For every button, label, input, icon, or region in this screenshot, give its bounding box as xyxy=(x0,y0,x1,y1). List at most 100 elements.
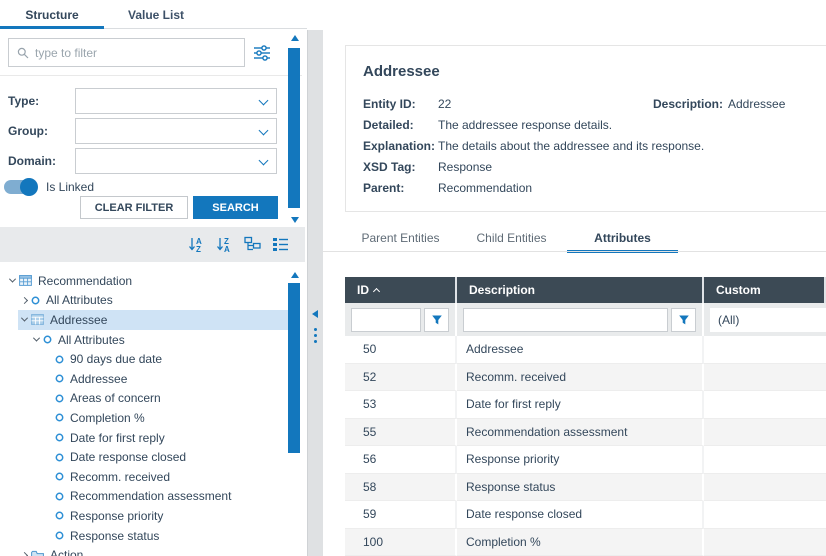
divider xyxy=(323,251,826,252)
column-header[interactable]: Description xyxy=(457,277,704,303)
left-panel-tab[interactable]: Value List xyxy=(104,0,208,28)
is-linked-label: Is Linked xyxy=(46,180,95,194)
detail-fields-right: Description: Addressee xyxy=(653,98,785,119)
tree-item[interactable]: Date response closed xyxy=(42,447,307,467)
cell-id: 100 xyxy=(345,528,457,556)
detail-field-row: Description: Addressee xyxy=(653,98,785,111)
scroll-down-icon[interactable] xyxy=(291,217,299,223)
tree-scrollbar[interactable] xyxy=(288,271,302,556)
tree-expand-icon[interactable] xyxy=(18,315,31,323)
custom-filter-select[interactable]: (All) xyxy=(710,307,826,332)
tree-item[interactable]: Addressee xyxy=(18,310,295,330)
tree-item[interactable]: Areas of concern xyxy=(42,389,307,409)
collapse-panel-icon[interactable] xyxy=(312,310,318,318)
column-header[interactable]: Custom xyxy=(704,277,826,303)
tree-expand-icon[interactable] xyxy=(18,551,31,556)
attribute-circle-icon xyxy=(55,394,64,403)
sort-asc-icon[interactable]: A Z xyxy=(188,236,205,253)
attribute-circle-icon xyxy=(55,511,64,520)
detail-tab[interactable]: Child Entities xyxy=(456,224,567,252)
cell-custom xyxy=(704,391,826,419)
sort-desc-icon[interactable]: Z A xyxy=(216,236,233,253)
tree-item[interactable]: All Attributes xyxy=(18,291,295,311)
tree-item[interactable]: Recomm. received xyxy=(42,467,307,487)
tree-item-label: Action xyxy=(50,548,84,556)
search-button[interactable]: SEARCH xyxy=(193,196,278,219)
attribute-circle-icon xyxy=(55,472,64,481)
tree-item[interactable]: Completion % xyxy=(42,408,307,428)
tree-item[interactable]: All Attributes xyxy=(30,330,307,350)
table-row[interactable]: 52 Recomm. received xyxy=(345,363,826,391)
tree-expand-icon[interactable] xyxy=(30,334,43,342)
tree-item-label: Response status xyxy=(70,528,160,543)
filter-panel-scrollbar[interactable] xyxy=(288,29,302,227)
chevron-down-icon xyxy=(258,95,269,106)
tree-item-label: Recomm. received xyxy=(70,469,171,484)
column-header[interactable]: ID xyxy=(345,277,457,303)
sort-caret-up-icon xyxy=(372,287,381,295)
folder-icon xyxy=(31,550,44,556)
table-row[interactable]: 53 Date for first reply xyxy=(345,391,826,419)
table-filter-row: (All) xyxy=(345,303,826,336)
cell-description: Addressee xyxy=(457,336,704,364)
clear-filter-button[interactable]: CLEAR FILTER xyxy=(80,196,188,219)
table-row[interactable]: 55 Recommendation assessment xyxy=(345,418,826,446)
tree-item[interactable]: Action xyxy=(18,545,295,556)
tree-item[interactable]: Response priority xyxy=(42,506,307,526)
attribute-circle-icon xyxy=(55,413,64,422)
cell-id: 53 xyxy=(345,391,457,419)
cell-custom xyxy=(704,418,826,446)
hierarchy-view-icon[interactable] xyxy=(244,236,261,253)
column-header-label: Description xyxy=(469,283,536,297)
attributes-table: ID Description Custom xyxy=(345,277,826,556)
tree-item-label: Areas of concern xyxy=(70,391,161,406)
tree-filter-input[interactable] xyxy=(35,45,244,60)
tree-item[interactable]: Addressee xyxy=(42,369,307,389)
svg-text:Z: Z xyxy=(196,245,201,253)
tree-item-label: Recommendation xyxy=(38,273,133,288)
tree-item[interactable]: Recommendation xyxy=(6,271,283,291)
detail-field-value: 22 xyxy=(438,97,452,111)
table-row[interactable]: 50 Addressee xyxy=(345,336,826,364)
tree-item[interactable]: Response status xyxy=(42,526,307,546)
attribute-circle-icon xyxy=(55,531,64,540)
search-icon xyxy=(17,47,29,58)
scrollbar-thumb[interactable] xyxy=(288,283,300,453)
detail-tab-bar: Parent Entities Child Entities Attribute… xyxy=(345,224,678,253)
scroll-up-icon[interactable] xyxy=(291,35,299,41)
scrollbar-thumb[interactable] xyxy=(288,48,300,208)
panel-splitter[interactable] xyxy=(307,30,323,556)
detail-tab[interactable]: Attributes xyxy=(567,224,678,253)
cell-description: Completion % xyxy=(457,528,704,556)
group-label: Group: xyxy=(8,124,48,138)
scroll-up-icon[interactable] xyxy=(291,272,299,278)
group-select[interactable] xyxy=(75,118,277,144)
id-filter-button[interactable] xyxy=(424,307,449,332)
description-filter-button[interactable] xyxy=(671,307,696,332)
tree-item[interactable]: Date for first reply xyxy=(42,428,307,448)
left-panel-tab[interactable]: Structure xyxy=(0,0,104,29)
list-view-icon[interactable] xyxy=(272,236,289,253)
type-select[interactable] xyxy=(75,88,277,114)
detail-field-value: Recommendation xyxy=(438,181,533,195)
detail-tab[interactable]: Parent Entities xyxy=(345,224,456,252)
domain-select[interactable] xyxy=(75,148,277,174)
cell-id: 56 xyxy=(345,446,457,474)
filter-settings-icon[interactable] xyxy=(253,45,271,61)
description-filter-input[interactable] xyxy=(463,307,668,332)
splitter-grip-icon[interactable] xyxy=(314,328,317,346)
tree-item[interactable]: Recommendation assessment xyxy=(42,487,307,507)
tree-expand-icon[interactable] xyxy=(18,296,31,304)
attribute-circle-icon xyxy=(43,335,52,344)
tree-expand-icon[interactable] xyxy=(6,275,19,283)
tree-item[interactable]: 90 days due date xyxy=(42,349,307,369)
group-filter-row: Group: xyxy=(0,118,307,144)
id-filter-input[interactable] xyxy=(351,307,421,332)
attribute-circle-icon xyxy=(31,296,40,305)
detail-field-label: Parent: xyxy=(363,181,405,195)
table-row[interactable]: 59 Date response closed xyxy=(345,501,826,529)
table-row[interactable]: 56 Response priority xyxy=(345,446,826,474)
table-row[interactable]: 100 Completion % xyxy=(345,528,826,556)
table-row[interactable]: 58 Response status xyxy=(345,473,826,501)
is-linked-toggle[interactable] xyxy=(4,178,38,196)
